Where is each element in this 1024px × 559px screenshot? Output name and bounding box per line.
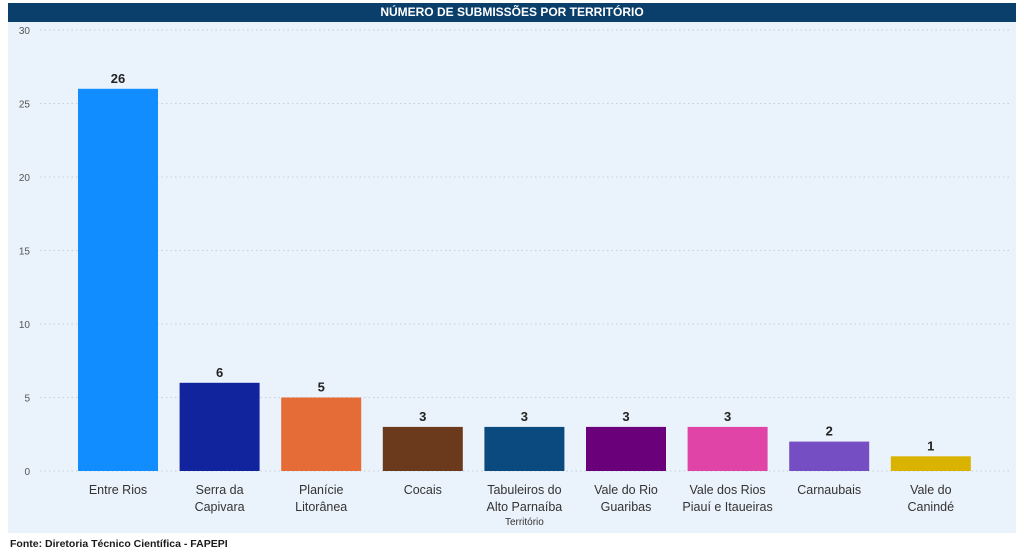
data-label: 3 (622, 409, 629, 424)
y-tick-label: 25 (19, 100, 31, 111)
category-label: Cocais (404, 483, 442, 497)
y-tick-label: 0 (24, 467, 30, 478)
category-label: Serra da Capivara (195, 483, 245, 514)
bar (890, 456, 971, 471)
data-label: 2 (826, 424, 833, 439)
data-label: 3 (724, 409, 731, 424)
bar (687, 426, 768, 471)
bar (586, 426, 666, 471)
category-label: Vale do Canindé (908, 483, 955, 514)
category-label: Carnaubais (797, 483, 861, 497)
y-tick-label: 15 (19, 247, 31, 258)
bar (789, 441, 870, 471)
bar (382, 426, 463, 471)
category-label: Vale dos Rios Piauí e Itaueiras (682, 483, 772, 514)
bar (484, 426, 565, 471)
category-label: Vale do Rio Guaribas (594, 483, 658, 514)
data-label: 6 (216, 365, 223, 380)
bar (78, 88, 158, 472)
y-tick-label: 10 (19, 320, 31, 331)
bar (281, 397, 362, 471)
bar (179, 382, 260, 471)
category-label: Entre Rios (89, 483, 147, 497)
chart-title: NÚMERO DE SUBMISSÕES POR TERRITÓRIO (8, 3, 1016, 22)
source-note: Fonte: Diretoria Técnico Científica - FA… (10, 538, 228, 550)
y-tick-label: 20 (19, 173, 31, 184)
data-label: 1 (927, 438, 934, 453)
data-label: 3 (521, 409, 528, 424)
data-label: 26 (111, 71, 125, 86)
category-label: Tabuleiros do Alto Parnaíba (487, 483, 563, 514)
x-axis-title: Território (505, 517, 544, 528)
data-label: 5 (318, 380, 325, 395)
y-tick-label: 30 (19, 26, 31, 37)
y-tick-label: 5 (24, 394, 30, 405)
data-label: 3 (419, 409, 426, 424)
category-label: Planície Litorânea (295, 483, 347, 514)
